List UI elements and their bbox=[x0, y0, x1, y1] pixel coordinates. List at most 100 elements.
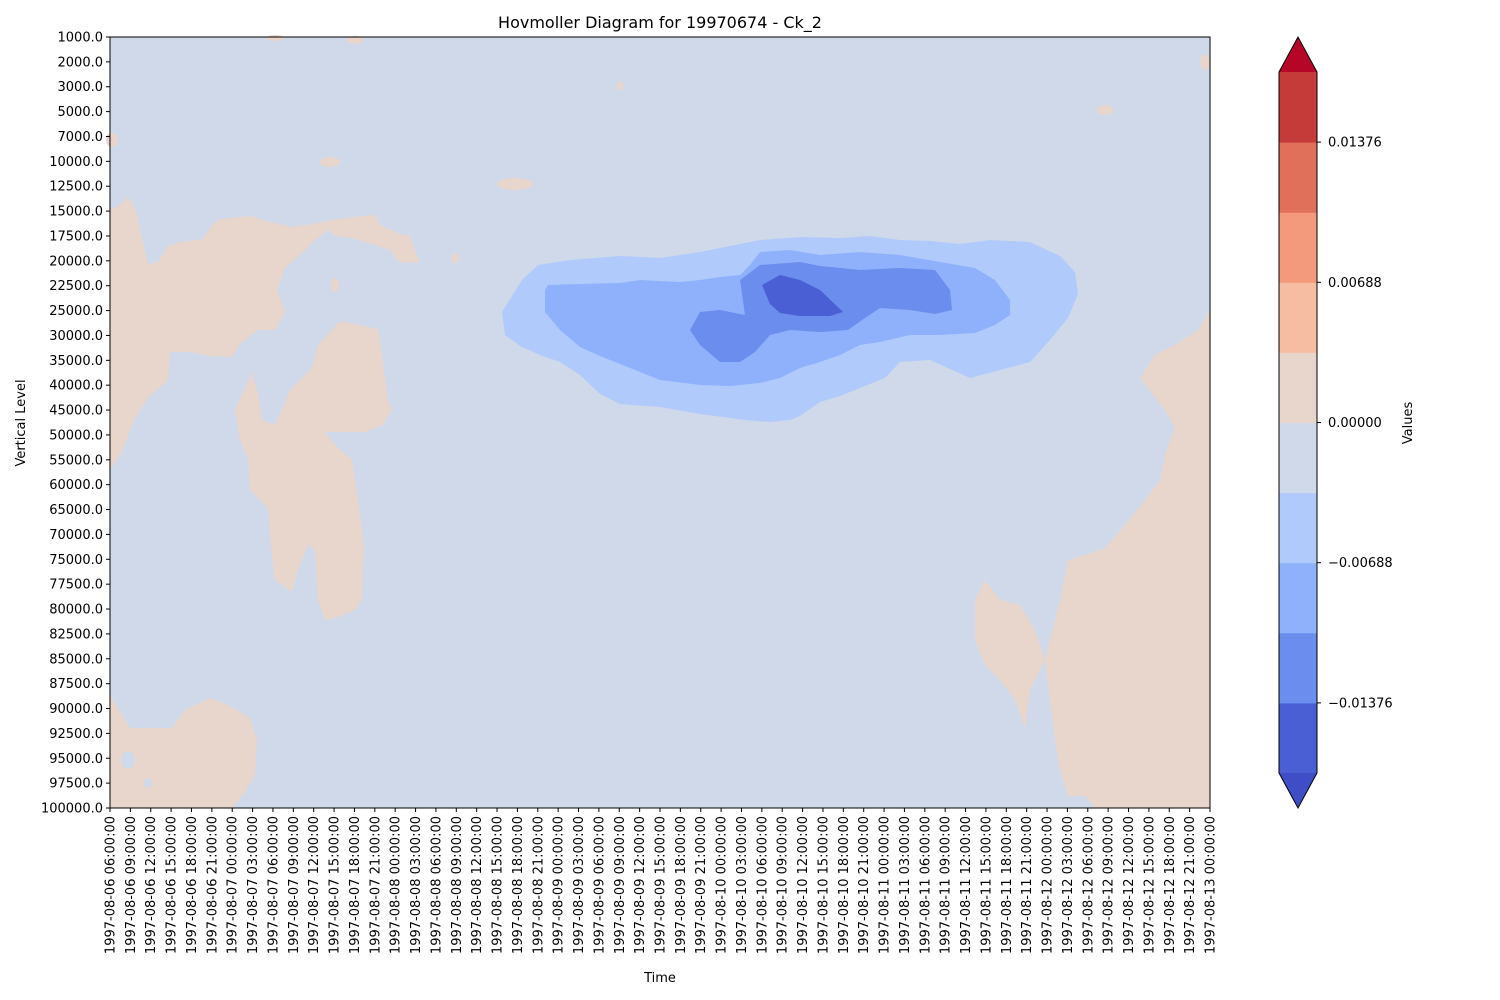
y-tick-label: 2000.0 bbox=[58, 55, 104, 70]
x-tick-label: 1997-08-12 09:00:00 bbox=[1102, 816, 1117, 954]
x-tick-label: 1997-08-10 03:00:00 bbox=[735, 816, 750, 954]
y-tick-label: 20000.0 bbox=[49, 254, 103, 269]
x-tick-label: 1997-08-08 06:00:00 bbox=[429, 816, 444, 954]
x-tick-label: 1997-08-10 12:00:00 bbox=[796, 816, 811, 954]
y-tick-label: 22500.0 bbox=[49, 279, 103, 294]
colorbar-tick-label: −0.01376 bbox=[1328, 696, 1393, 711]
x-tick-label: 1997-08-09 03:00:00 bbox=[572, 816, 587, 954]
x-tick-label: 1997-08-09 18:00:00 bbox=[674, 816, 689, 954]
contour-speck bbox=[121, 751, 135, 769]
x-tick-label: 1997-08-06 09:00:00 bbox=[124, 816, 139, 954]
chart-title: Hovmoller Diagram for 19970674 - Ck_2 bbox=[498, 13, 822, 33]
y-tick-label: 75000.0 bbox=[49, 553, 103, 568]
y-tick-label: 85000.0 bbox=[49, 652, 103, 667]
colorbar: 0.01376 0.00688 0.00000 −0.00688 −0.01376 bbox=[1278, 35, 1393, 810]
contour-speck bbox=[266, 35, 284, 41]
contour-speck bbox=[497, 178, 533, 190]
x-axis-label: Time bbox=[643, 971, 676, 986]
colorbar-tick-label: 0.00000 bbox=[1328, 416, 1382, 431]
colorbar-segment bbox=[1279, 212, 1317, 283]
x-tick-label: 1997-08-07 12:00:00 bbox=[307, 816, 322, 954]
x-tick-label: 1997-08-06 21:00:00 bbox=[205, 816, 220, 954]
y-tick-label: 77500.0 bbox=[49, 578, 103, 593]
y-tick-label: 60000.0 bbox=[49, 478, 103, 493]
y-tick-label: 87500.0 bbox=[49, 677, 103, 692]
y-axis-label: Vertical Level bbox=[14, 379, 29, 466]
x-tick-label: 1997-08-07 18:00:00 bbox=[348, 816, 363, 954]
x-tick-label: 1997-08-07 00:00:00 bbox=[226, 816, 241, 954]
colorbar-tick-label: 0.00688 bbox=[1328, 276, 1382, 291]
x-tick-label: 1997-08-06 15:00:00 bbox=[165, 816, 180, 954]
colorbar-segment bbox=[1279, 632, 1317, 704]
x-tick-label: 1997-08-10 15:00:00 bbox=[816, 816, 831, 954]
colorbar-segment bbox=[1279, 492, 1317, 564]
x-tick-label: 1997-08-12 12:00:00 bbox=[1122, 816, 1137, 954]
x-tick-label: 1997-08-11 06:00:00 bbox=[918, 816, 933, 954]
y-tick-label: 80000.0 bbox=[49, 603, 103, 618]
colorbar-segment bbox=[1279, 702, 1317, 774]
x-tick-label: 1997-08-08 09:00:00 bbox=[450, 816, 465, 954]
x-tick-label: 1997-08-10 00:00:00 bbox=[715, 816, 730, 954]
contour-region-positive-right-bottom bbox=[1045, 310, 1210, 808]
y-tick-label: 7000.0 bbox=[58, 130, 104, 145]
contour-speck bbox=[617, 81, 623, 91]
contour-speck bbox=[331, 278, 339, 292]
contour-speck bbox=[451, 253, 459, 263]
colorbar-extend-bottom bbox=[1279, 773, 1317, 808]
y-tick-label: 50000.0 bbox=[49, 428, 103, 443]
y-tick-label: 82500.0 bbox=[49, 627, 103, 642]
x-tick-label: 1997-08-08 00:00:00 bbox=[389, 816, 404, 954]
y-tick-label: 30000.0 bbox=[49, 329, 103, 344]
y-tick-label: 70000.0 bbox=[49, 528, 103, 543]
y-tick-label: 17500.0 bbox=[49, 229, 103, 244]
y-tick-label: 95000.0 bbox=[49, 752, 103, 767]
contour-region-positive-left-upper bbox=[110, 197, 420, 470]
x-tick-label: 1997-08-08 03:00:00 bbox=[409, 816, 424, 954]
x-tick-label: 1997-08-09 09:00:00 bbox=[613, 816, 628, 954]
x-tick-label: 1997-08-08 12:00:00 bbox=[470, 816, 485, 954]
contour-speck bbox=[1200, 54, 1210, 70]
x-tick-label: 1997-08-12 00:00:00 bbox=[1041, 816, 1056, 954]
y-tick-label: 15000.0 bbox=[49, 205, 103, 220]
y-tick-label: 40000.0 bbox=[49, 379, 103, 394]
x-tick-label: 1997-08-06 18:00:00 bbox=[185, 816, 200, 954]
contour-speck bbox=[106, 133, 118, 147]
x-tick-label: 1997-08-08 21:00:00 bbox=[531, 816, 546, 954]
zero-band-background bbox=[110, 37, 1210, 808]
x-tick-label: 1997-08-09 15:00:00 bbox=[654, 816, 669, 954]
x-tick-label: 1997-08-06 12:00:00 bbox=[144, 816, 159, 954]
x-axis: 1997-08-06 06:00:00 1997-08-06 09:00:00 19… bbox=[104, 808, 1219, 954]
x-tick-label: 1997-08-13 00:00:00 bbox=[1204, 816, 1219, 954]
x-tick-label: 1997-08-12 03:00:00 bbox=[1061, 816, 1076, 954]
x-tick-label: 1997-08-08 18:00:00 bbox=[511, 816, 526, 954]
x-tick-label: 1997-08-12 21:00:00 bbox=[1183, 816, 1198, 954]
colorbar-tick-label: −0.00688 bbox=[1328, 556, 1393, 571]
x-tick-label: 1997-08-11 03:00:00 bbox=[898, 816, 913, 954]
colorbar-segment bbox=[1279, 352, 1317, 423]
colorbar-segment bbox=[1279, 562, 1317, 634]
x-tick-label: 1997-08-07 15:00:00 bbox=[328, 816, 343, 954]
colorbar-outline bbox=[1278, 35, 1318, 810]
contour-region-negative-core-min bbox=[762, 275, 843, 316]
contour-speck bbox=[1097, 105, 1113, 115]
plot-area bbox=[106, 35, 1210, 808]
colorbar-segment bbox=[1279, 72, 1317, 143]
y-tick-label: 45000.0 bbox=[49, 404, 103, 419]
y-tick-label: 35000.0 bbox=[49, 354, 103, 369]
x-tick-label: 1997-08-12 06:00:00 bbox=[1081, 816, 1096, 954]
x-tick-label: 1997-08-09 21:00:00 bbox=[694, 816, 709, 954]
y-tick-label: 90000.0 bbox=[49, 702, 103, 717]
contour-speck bbox=[144, 778, 152, 788]
y-axis: 1000.0 2000.0 3000.0 5000.0 7000.0 10000.0 125… bbox=[41, 31, 110, 817]
colorbar-label: Values bbox=[1401, 402, 1416, 445]
colorbar-extend-top bbox=[1279, 37, 1317, 72]
x-tick-label: 1997-08-09 00:00:00 bbox=[552, 816, 567, 954]
x-tick-label: 1997-08-07 03:00:00 bbox=[246, 816, 261, 954]
x-tick-label: 1997-08-11 21:00:00 bbox=[1020, 816, 1035, 954]
colorbar-segment bbox=[1279, 422, 1317, 494]
contour-speck bbox=[347, 36, 363, 44]
y-tick-label: 65000.0 bbox=[49, 503, 103, 518]
y-tick-label: 25000.0 bbox=[49, 304, 103, 319]
contour-region-positive-right-middle bbox=[975, 580, 1045, 728]
x-tick-label: 1997-08-11 00:00:00 bbox=[878, 816, 893, 954]
